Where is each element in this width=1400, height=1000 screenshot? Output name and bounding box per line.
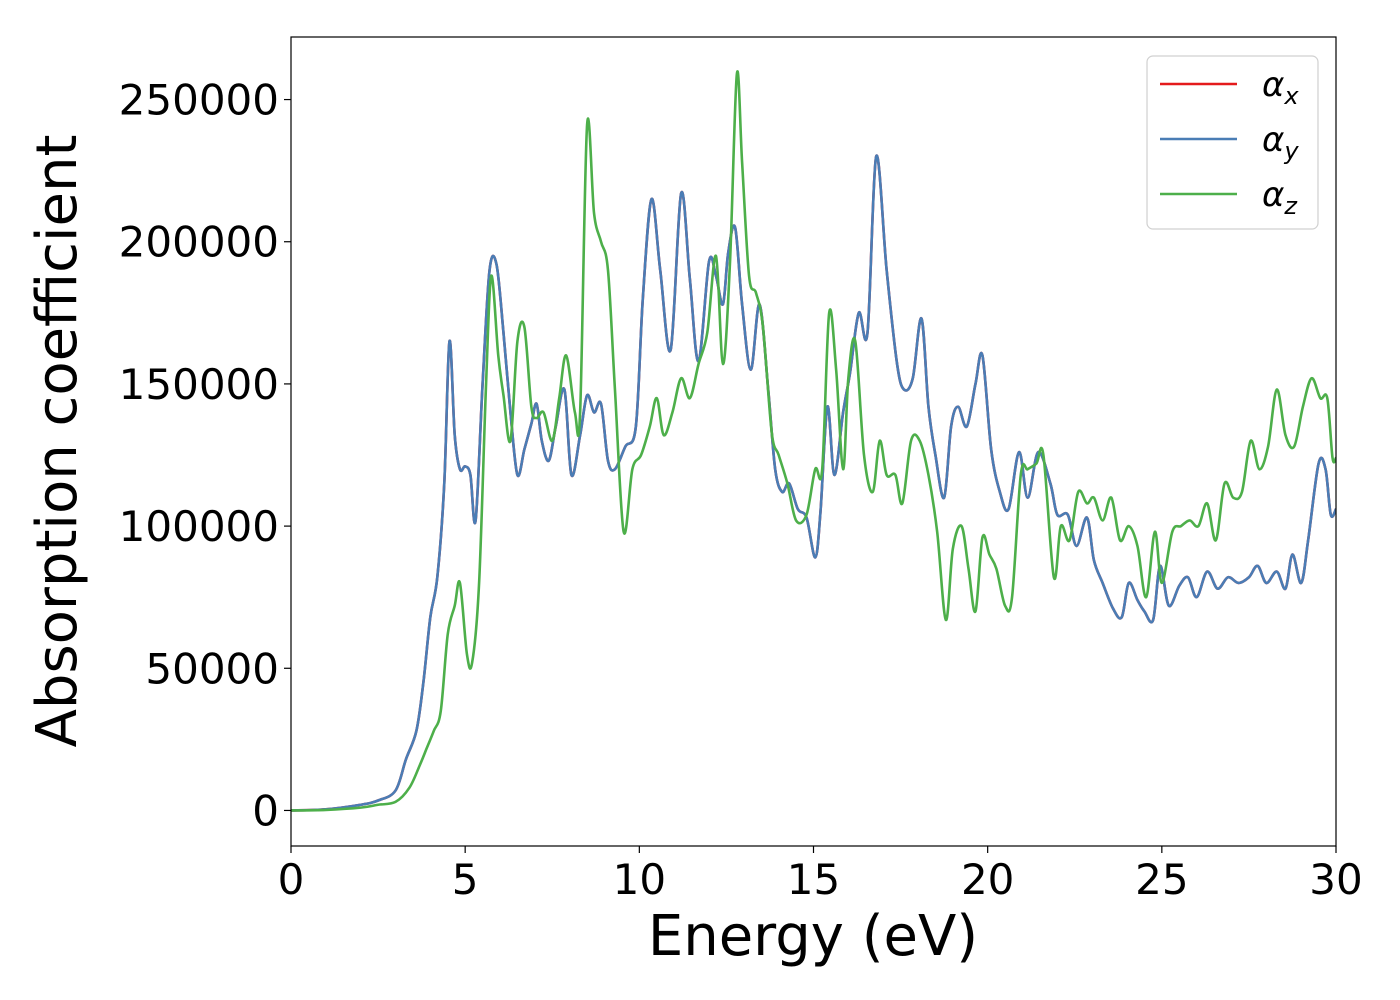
legend-label-alpha-x: αx	[1262, 65, 1299, 110]
x-tick-label: 15	[787, 855, 840, 904]
series-line-alpha-z	[291, 70, 1336, 812]
legend-frame	[1146, 55, 1319, 230]
y-tick-label: 150000	[119, 360, 279, 409]
y-tick-label: 50000	[145, 644, 279, 693]
x-axis: 0 5 10 15 20 25 30	[278, 846, 1363, 904]
x-tick-label: 30	[1309, 855, 1362, 904]
y-tick-label: 250000	[119, 76, 279, 125]
series-layer	[291, 70, 1336, 812]
series-line-alpha-y	[291, 154, 1336, 812]
legend-label-alpha-y: αy	[1262, 120, 1299, 165]
y-tick-label: 100000	[119, 502, 279, 551]
x-tick-label: 5	[452, 855, 479, 904]
x-tick-label: 0	[278, 855, 305, 904]
y-tick-label: 0	[252, 786, 279, 835]
x-tick-label: 25	[1135, 855, 1188, 904]
x-tick-label: 10	[613, 855, 666, 904]
y-axis: 0 50000 100000 150000 200000 250000	[119, 76, 291, 835]
legend-label-alpha-z: αz	[1262, 175, 1298, 220]
y-tick-label: 200000	[119, 218, 279, 267]
legend: αx αy αz	[1146, 55, 1319, 230]
x-axis-title: Energy (eV)	[648, 904, 978, 969]
y-axis-title: Absorption coefficient	[25, 135, 90, 748]
x-tick-label: 20	[961, 855, 1014, 904]
